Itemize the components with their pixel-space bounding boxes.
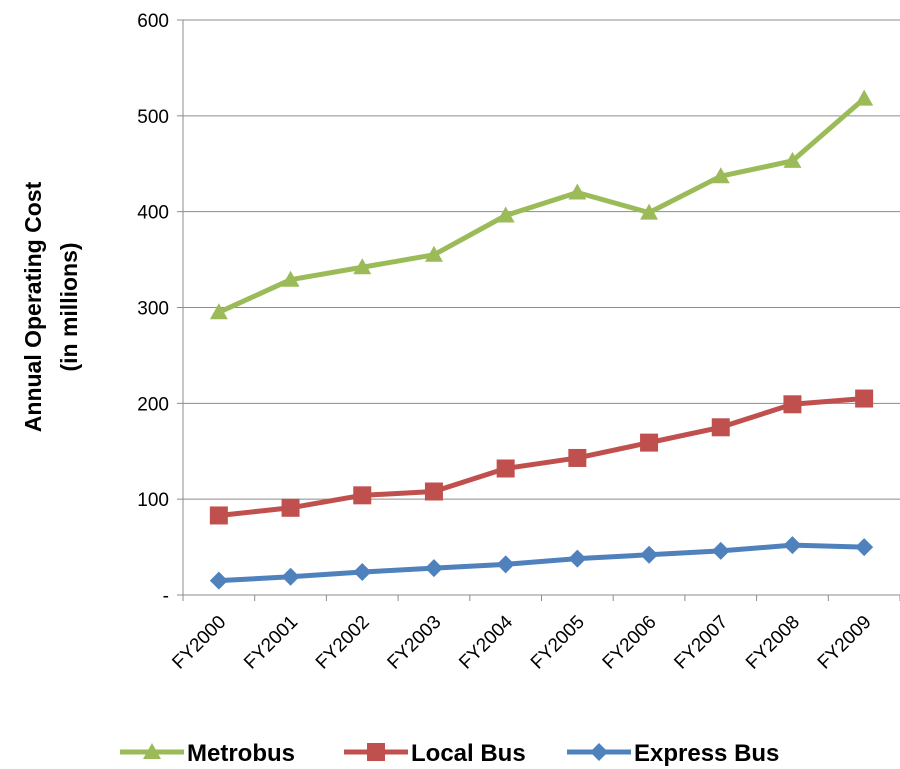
x-tick-label: FY2000 xyxy=(168,612,230,674)
data-point-express-bus xyxy=(568,549,587,568)
x-tick-label: FY2006 xyxy=(599,612,661,674)
x-tick-label: FY2008 xyxy=(742,612,804,674)
data-point-metrobus xyxy=(855,89,874,106)
legend-marker xyxy=(143,743,161,759)
data-point-metrobus xyxy=(640,203,659,220)
data-point-metrobus xyxy=(209,303,228,320)
data-point-local-bus xyxy=(424,482,443,501)
legend-marker xyxy=(590,743,608,761)
series-express-bus xyxy=(209,536,874,590)
series-line-metrobus xyxy=(217,96,866,315)
data-point-metrobus xyxy=(496,206,515,223)
legend-item-local-bus: Local Bus xyxy=(344,740,526,767)
legend-label: Express Bus xyxy=(634,740,779,767)
legend-marker xyxy=(367,743,385,761)
y-tick-label: 300 xyxy=(137,299,169,320)
y-axis-title: Annual Operating Cost (in millions) xyxy=(20,181,82,432)
data-point-metrobus xyxy=(281,270,300,287)
y-tick-label: - xyxy=(163,586,169,607)
data-point-express-bus xyxy=(424,559,443,578)
data-point-metrobus xyxy=(353,258,372,275)
data-point-express-bus xyxy=(640,545,659,564)
gridlines xyxy=(183,19,900,500)
data-point-express-bus xyxy=(496,555,515,574)
y-tick-label: 400 xyxy=(137,203,169,224)
legend-item-express-bus: Express Bus xyxy=(567,740,779,767)
legend-label: Metrobus xyxy=(187,740,295,767)
data-point-local-bus xyxy=(281,498,300,517)
x-tick-label: FY2002 xyxy=(312,612,374,674)
x-tick-label: FY2004 xyxy=(455,611,517,673)
legend-item-metrobus: Metrobus xyxy=(120,740,295,767)
y-tick-label: 600 xyxy=(137,11,169,32)
data-point-express-bus xyxy=(783,536,802,555)
data-point-metrobus xyxy=(711,167,730,184)
data-point-local-bus xyxy=(496,459,515,478)
data-point-express-bus xyxy=(281,567,300,586)
series-lines xyxy=(209,89,874,590)
data-point-local-bus xyxy=(640,433,659,452)
data-point-express-bus xyxy=(855,538,874,557)
data-point-metrobus xyxy=(783,151,802,168)
x-tick-label: FY2003 xyxy=(384,612,446,674)
data-point-local-bus xyxy=(711,418,730,437)
data-point-local-bus xyxy=(855,389,874,408)
data-point-metrobus xyxy=(424,245,443,262)
data-point-express-bus xyxy=(209,571,228,590)
series-local-bus xyxy=(209,389,874,525)
legend-label: Local Bus xyxy=(411,740,526,767)
y-axis-title-line: (in millions) xyxy=(56,242,82,371)
x-tick-label: FY2007 xyxy=(670,612,732,674)
data-point-local-bus xyxy=(783,395,802,414)
data-point-local-bus xyxy=(209,506,228,525)
series-line-express-bus xyxy=(218,542,865,584)
data-point-local-bus xyxy=(568,448,587,467)
x-tick-label: FY2001 xyxy=(240,612,302,674)
data-point-express-bus xyxy=(353,563,372,581)
data-point-express-bus xyxy=(711,541,730,560)
data-point-metrobus xyxy=(568,183,587,200)
x-tick-label: FY2009 xyxy=(814,612,876,674)
series-line-local-bus xyxy=(218,396,865,518)
data-point-local-bus xyxy=(353,486,372,505)
x-tick-label: FY2005 xyxy=(527,612,589,674)
legend: Metrobus Local Bus Express Bus xyxy=(120,740,779,767)
y-tick-label: 100 xyxy=(137,490,169,511)
y-tick-label: 200 xyxy=(137,394,169,415)
series-metrobus xyxy=(209,89,874,320)
y-tick-label: 500 xyxy=(137,107,169,128)
y-axis-title-line: Annual Operating Cost xyxy=(20,181,46,432)
